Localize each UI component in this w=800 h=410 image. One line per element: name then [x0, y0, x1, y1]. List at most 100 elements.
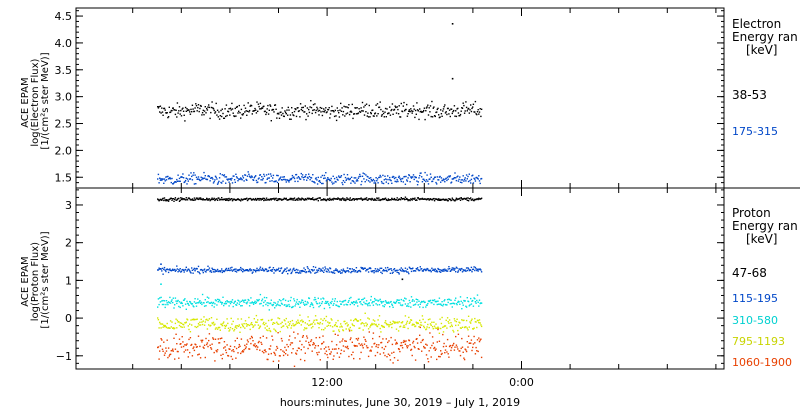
- data-point: [466, 297, 468, 299]
- data-point: [235, 106, 238, 108]
- data-point: [173, 307, 175, 309]
- data-point: [208, 176, 211, 178]
- data-point: [157, 173, 160, 176]
- data-point: [194, 199, 196, 201]
- data-point: [433, 268, 435, 271]
- data-point: [450, 322, 452, 324]
- data-point: [174, 304, 176, 306]
- data-point: [424, 171, 426, 174]
- data-point: [390, 268, 392, 270]
- data-point: [427, 361, 430, 363]
- data-point: [165, 200, 167, 202]
- data-point: [367, 328, 370, 330]
- data-point: [414, 199, 417, 201]
- data-point: [268, 177, 270, 179]
- data-point: [393, 301, 396, 304]
- data-point: [248, 175, 251, 177]
- data-point: [314, 347, 316, 349]
- data-point: [267, 358, 269, 361]
- data-point: [393, 268, 396, 270]
- data-point: [327, 346, 330, 348]
- data-point: [323, 174, 326, 177]
- data-point: [475, 268, 477, 270]
- data-point: [446, 270, 449, 272]
- data-point: [351, 341, 353, 343]
- data-point: [470, 322, 472, 324]
- data-point: [421, 268, 423, 270]
- data-point: [382, 305, 384, 307]
- data-point: [259, 325, 262, 327]
- data-point: [344, 271, 347, 274]
- data-point: [385, 322, 387, 325]
- data-point: [289, 269, 291, 272]
- data-point: [417, 197, 419, 199]
- data-point: [384, 175, 386, 177]
- data-point: [308, 320, 311, 322]
- data-point: [375, 104, 377, 106]
- data-point: [243, 180, 245, 182]
- data-point: [157, 306, 159, 308]
- data-point: [370, 349, 372, 351]
- data-point: [480, 325, 483, 328]
- data-point: [470, 178, 473, 181]
- data-point: [357, 305, 359, 307]
- data-point: [459, 176, 461, 178]
- data-point: [250, 323, 252, 325]
- data-point: [369, 326, 371, 328]
- data-point: [446, 304, 448, 306]
- data-point: [293, 365, 296, 367]
- data-point: [178, 301, 181, 303]
- data-point: [171, 269, 173, 272]
- data-point: [392, 198, 394, 201]
- data-point: [459, 181, 462, 183]
- data-point: [429, 198, 432, 200]
- data-point: [441, 115, 443, 117]
- data-point: [386, 270, 388, 273]
- data-point: [365, 268, 368, 271]
- data-point: [400, 267, 402, 269]
- data-point: [321, 107, 323, 109]
- data-point: [372, 178, 375, 181]
- data-point: [164, 306, 166, 309]
- data-point: [252, 110, 255, 112]
- data-point: [167, 303, 169, 306]
- data-point: [387, 324, 390, 326]
- data-point: [327, 303, 330, 305]
- legend-item-p-115-195: 115-195: [732, 292, 778, 305]
- data-point: [182, 324, 185, 326]
- data-point: [365, 103, 368, 105]
- data-point: [209, 180, 211, 182]
- data-point: [428, 350, 430, 352]
- data-point: [396, 197, 398, 199]
- data-point: [404, 110, 406, 112]
- data-point: [296, 349, 298, 352]
- data-point: [299, 358, 302, 361]
- data-point: [375, 270, 377, 273]
- data-point: [314, 298, 317, 301]
- data-point: [470, 319, 473, 322]
- data-point: [328, 271, 330, 273]
- data-point: [233, 268, 236, 270]
- data-point: [445, 177, 447, 179]
- data-point: [398, 273, 400, 275]
- data-point: [302, 320, 304, 323]
- data-point: [241, 351, 243, 353]
- data-point: [263, 175, 266, 177]
- data-point: [295, 268, 298, 271]
- data-point: [208, 318, 211, 320]
- data-point: [465, 197, 468, 199]
- data-point: [337, 319, 339, 322]
- data-point: [444, 268, 446, 270]
- data-point: [471, 318, 473, 320]
- data-point: [360, 323, 362, 325]
- data-point: [212, 301, 215, 304]
- data-point: [231, 108, 234, 110]
- data-point: [414, 359, 417, 361]
- data-point: [282, 198, 285, 201]
- data-point: [218, 299, 221, 302]
- data-point: [337, 110, 339, 112]
- data-point: [323, 108, 325, 110]
- data-point: [426, 198, 428, 201]
- data-point: [367, 116, 370, 118]
- data-point: [201, 178, 203, 181]
